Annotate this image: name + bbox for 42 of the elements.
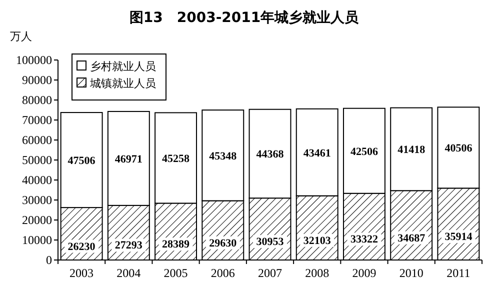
x-tick-label: 2006 [210, 266, 235, 280]
legend-label: 城镇就业人员 [89, 77, 156, 90]
y-tick-label: 20000 [22, 213, 52, 227]
y-tick-label: 50000 [22, 153, 52, 167]
data-label: 41418 [398, 144, 426, 156]
data-label: 42506 [350, 146, 378, 158]
data-label: 43461 [303, 147, 331, 160]
y-tick-label: 100000 [16, 53, 52, 67]
data-label: 46971 [114, 153, 142, 166]
legend-label: 乡村就业人员 [90, 60, 156, 73]
data-label: 45348 [209, 150, 238, 162]
data-label: 30953 [256, 236, 284, 248]
x-tick-label: 2005 [164, 266, 188, 280]
data-label: 28389 [162, 238, 190, 251]
data-label: 44368 [256, 148, 284, 161]
data-label: 40506 [444, 142, 473, 155]
x-tick-label: 2008 [305, 266, 330, 280]
y-tick-label: 60000 [22, 133, 52, 147]
y-axis-title: 万人 [10, 30, 32, 43]
y-tick-label: 10000 [22, 233, 52, 247]
x-tick-label: 2004 [116, 266, 141, 280]
chart-title: 图13 2003-2011年城乡就业人员 [129, 9, 360, 26]
x-tick-label: 2010 [399, 266, 424, 280]
data-label: 32103 [303, 234, 332, 247]
y-tick-label: 0 [46, 253, 52, 267]
data-label: 33322 [350, 234, 378, 246]
x-tick-label: 2009 [352, 266, 376, 280]
data-label: 29630 [209, 237, 238, 250]
data-label: 47506 [68, 155, 96, 168]
x-tick-label: 2007 [258, 266, 282, 280]
data-label: 34687 [398, 232, 426, 244]
y-tick-label: 40000 [22, 173, 52, 187]
y-tick-label: 30000 [22, 193, 52, 207]
data-label: 45258 [162, 152, 190, 165]
y-tick-label: 80000 [22, 93, 52, 107]
y-tick-label: 70000 [22, 113, 52, 127]
data-label: 35914 [444, 231, 473, 244]
data-label: 26230 [68, 240, 96, 253]
data-label: 27293 [114, 240, 143, 252]
x-tick-label: 2003 [70, 266, 94, 280]
y-tick-label: 90000 [22, 73, 52, 87]
x-tick-label: 2011 [446, 266, 470, 280]
